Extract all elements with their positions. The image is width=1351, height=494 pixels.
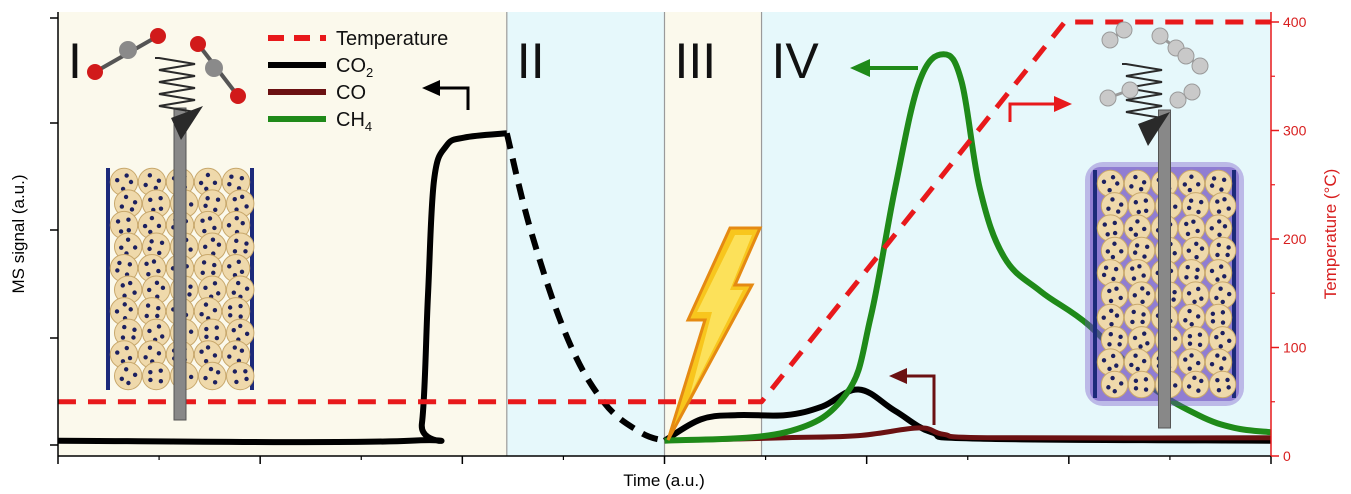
- legend-label: CO: [336, 82, 366, 104]
- right-tick-label: 100: [1283, 340, 1307, 356]
- region-label: IV: [772, 33, 820, 89]
- x-axis-title: Time (a.u.): [623, 471, 705, 490]
- region-labels: I II III IV: [68, 33, 819, 89]
- region-dividers: [506, 12, 763, 456]
- bottom-axis-ticks: [57, 456, 1272, 464]
- co2-left-axis-arrow-icon: [422, 80, 470, 110]
- legend-label: CO2: [336, 55, 373, 80]
- bed-illustration-left: [106, 107, 255, 421]
- region-label: II: [517, 33, 545, 89]
- series-line-co2: [57, 130, 508, 446]
- lightning-bolt-icon: [666, 226, 763, 441]
- temperature-right-axis-arrow-icon: [1008, 96, 1072, 122]
- h2-molecules-icon: [1099, 21, 1209, 146]
- bed-illustration-right: [1085, 109, 1244, 429]
- series-line-co: [664, 425, 1272, 444]
- right-axis-ticks: 0 100 200 300 400: [1271, 14, 1307, 464]
- legend-label: CH4: [336, 109, 372, 134]
- right-y-axis-title: Temperature (°C): [1321, 169, 1340, 300]
- co2-molecules-icon: [87, 28, 246, 140]
- co-left-axis-arrow-icon: [889, 368, 936, 425]
- right-tick-label: 300: [1283, 123, 1307, 139]
- right-tick-label: 400: [1283, 14, 1307, 30]
- left-y-axis-title: MS signal (a.u.): [9, 174, 28, 293]
- legend-label: Temperature: [336, 28, 448, 50]
- right-tick-label: 200: [1283, 231, 1307, 247]
- left-axis-ticks: [50, 17, 58, 446]
- region-label: III: [675, 33, 717, 89]
- series-line-temperature: [57, 19, 1271, 405]
- region-label: I: [68, 33, 82, 89]
- ch4-left-axis-arrow-icon: [850, 59, 918, 77]
- right-tick-label: 0: [1283, 448, 1291, 464]
